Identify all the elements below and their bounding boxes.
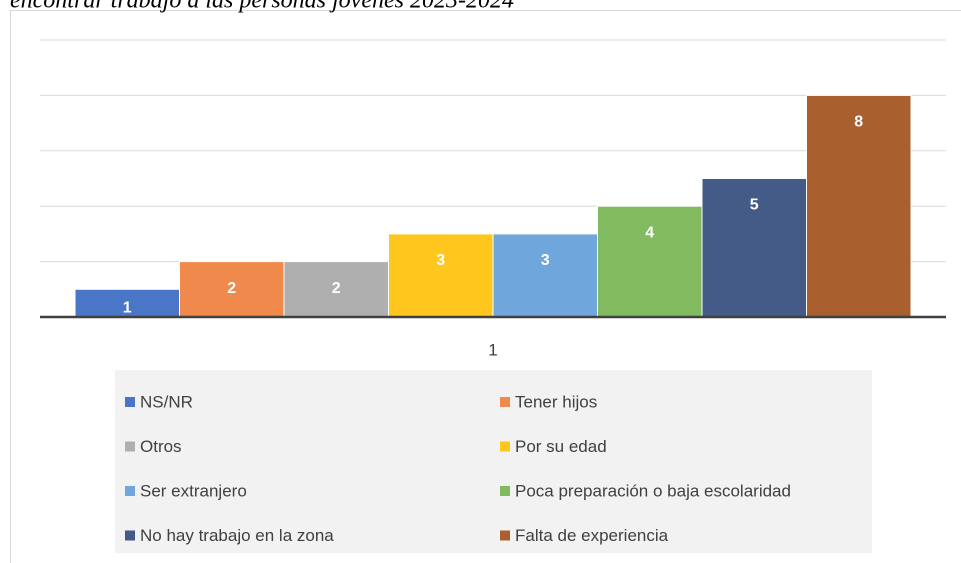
legend-label: NS/NR: [140, 392, 193, 411]
legend-box: [115, 370, 872, 553]
legend-swatch: [500, 441, 510, 452]
legend-swatch: [125, 441, 135, 452]
bar: [74, 288, 180, 318]
value-label: 4: [645, 224, 654, 241]
legend-label: Otros: [140, 437, 182, 456]
value-label: 1: [123, 299, 132, 316]
value-label: 2: [332, 280, 341, 297]
legend-label: Por su edad: [515, 437, 607, 456]
bar: [701, 178, 807, 318]
legend-label: No hay trabajo en la zona: [140, 526, 334, 545]
legend-label: Poca preparación o baja escolaridad: [515, 481, 791, 500]
x-tick-label: 1: [488, 340, 497, 359]
value-label: 8: [854, 114, 863, 131]
bar: [179, 261, 285, 318]
legend-swatch: [500, 397, 510, 407]
legend-swatch: [125, 530, 135, 541]
bar: [597, 205, 703, 318]
value-label: 3: [436, 252, 445, 269]
legend-swatch: [125, 486, 135, 496]
bar: [283, 261, 389, 318]
legend-swatch: [125, 397, 135, 407]
value-label: 3: [541, 252, 550, 269]
legend-swatch: [500, 486, 510, 496]
bar: [388, 233, 494, 318]
legend-label: Ser extranjero: [140, 481, 247, 500]
legend-label: Falta de experiencia: [515, 526, 669, 545]
legend-label: Tener hijos: [515, 392, 597, 411]
chart-title: encontrar trabajo a las personas jóvenes…: [10, 0, 514, 14]
bar: [806, 94, 912, 318]
bar: [492, 233, 598, 318]
value-label: 2: [227, 280, 236, 297]
legend-swatch: [500, 530, 510, 541]
value-label: 5: [750, 197, 759, 214]
